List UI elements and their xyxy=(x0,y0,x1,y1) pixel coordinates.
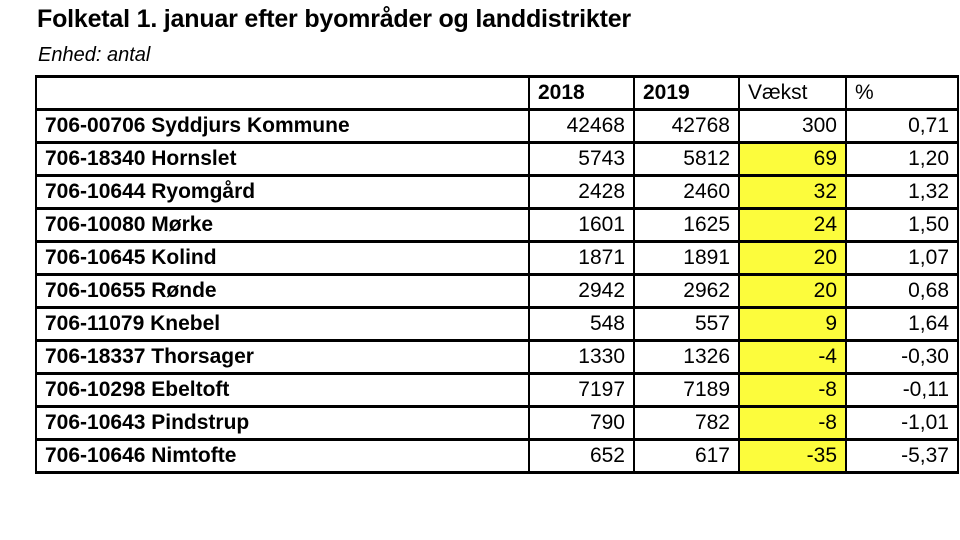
table-header-row: 2018 2019 Vækst % xyxy=(35,75,959,111)
growth-cell: 32 xyxy=(738,174,847,210)
growth-cell: -8 xyxy=(738,405,847,441)
table-row: 706-10655 Rønde 2942 2962 20 0,68 xyxy=(35,273,959,309)
value-2018-cell: 2942 xyxy=(528,273,635,309)
pct-cell: -0,30 xyxy=(845,339,959,375)
value-2019-cell: 2460 xyxy=(633,174,740,210)
table-row: 706-10080 Mørke 1601 1625 24 1,50 xyxy=(35,207,959,243)
pct-cell: -1,01 xyxy=(845,405,959,441)
area-cell: 706-10080 Mørke xyxy=(35,207,530,243)
growth-cell: 69 xyxy=(738,141,847,177)
table-row: 706-10645 Kolind 1871 1891 20 1,07 xyxy=(35,240,959,276)
value-2019-cell: 1326 xyxy=(633,339,740,375)
value-2019-cell: 2962 xyxy=(633,273,740,309)
table-row: 706-11079 Knebel 548 557 9 1,64 xyxy=(35,306,959,342)
area-cell: 706-10645 Kolind xyxy=(35,240,530,276)
col-header-growth: Vækst xyxy=(738,75,847,111)
value-2019-cell: 5812 xyxy=(633,141,740,177)
value-2019-cell: 782 xyxy=(633,405,740,441)
value-2018-cell: 2428 xyxy=(528,174,635,210)
area-cell: 706-10643 Pindstrup xyxy=(35,405,530,441)
value-2018-cell: 42468 xyxy=(528,108,635,144)
value-2019-cell: 1625 xyxy=(633,207,740,243)
growth-cell: 9 xyxy=(738,306,847,342)
value-2018-cell: 1330 xyxy=(528,339,635,375)
pct-cell: -0,11 xyxy=(845,372,959,408)
value-2018-cell: 5743 xyxy=(528,141,635,177)
pct-cell: 1,07 xyxy=(845,240,959,276)
area-cell: 706-10655 Rønde xyxy=(35,273,530,309)
table-row: 706-10643 Pindstrup 790 782 -8 -1,01 xyxy=(35,405,959,441)
area-cell: 706-18337 Thorsager xyxy=(35,339,530,375)
area-cell: 706-18340 Hornslet xyxy=(35,141,530,177)
table-row: 706-10646 Nimtofte 652 617 -35 -5,37 xyxy=(35,438,959,474)
growth-cell: 300 xyxy=(738,108,847,144)
value-2018-cell: 548 xyxy=(528,306,635,342)
value-2018-cell: 790 xyxy=(528,405,635,441)
value-2019-cell: 557 xyxy=(633,306,740,342)
pct-cell: 0,68 xyxy=(845,273,959,309)
growth-cell: 20 xyxy=(738,273,847,309)
page-title: Folketal 1. januar efter byområder og la… xyxy=(37,5,631,33)
growth-cell: 20 xyxy=(738,240,847,276)
table-row: 706-00706 Syddjurs Kommune 42468 42768 3… xyxy=(35,108,959,144)
area-cell: 706-10644 Ryomgård xyxy=(35,174,530,210)
col-header-pct: % xyxy=(845,75,959,111)
pct-cell: 1,64 xyxy=(845,306,959,342)
growth-cell: -35 xyxy=(738,438,847,474)
table-row: 706-10298 Ebeltoft 7197 7189 -8 -0,11 xyxy=(35,372,959,408)
value-2019-cell: 1891 xyxy=(633,240,740,276)
value-2018-cell: 652 xyxy=(528,438,635,474)
value-2018-cell: 7197 xyxy=(528,372,635,408)
value-2018-cell: 1871 xyxy=(528,240,635,276)
growth-cell: -8 xyxy=(738,372,847,408)
growth-cell: 24 xyxy=(738,207,847,243)
table-row: 706-10644 Ryomgård 2428 2460 32 1,32 xyxy=(35,174,959,210)
col-header-2018: 2018 xyxy=(528,75,635,111)
unit-label: Enhed: antal xyxy=(38,44,151,66)
area-cell: 706-10646 Nimtofte xyxy=(35,438,530,474)
pct-cell: -5,37 xyxy=(845,438,959,474)
value-2019-cell: 42768 xyxy=(633,108,740,144)
table-row: 706-18337 Thorsager 1330 1326 -4 -0,30 xyxy=(35,339,959,375)
pct-cell: 1,20 xyxy=(845,141,959,177)
pct-cell: 1,32 xyxy=(845,174,959,210)
table-row: 706-18340 Hornslet 5743 5812 69 1,20 xyxy=(35,141,959,177)
area-cell: 706-11079 Knebel xyxy=(35,306,530,342)
pct-cell: 1,50 xyxy=(845,207,959,243)
value-2018-cell: 1601 xyxy=(528,207,635,243)
growth-cell: -4 xyxy=(738,339,847,375)
col-header-2019: 2019 xyxy=(633,75,740,111)
population-table: 2018 2019 Vækst % 706-00706 Syddjurs Kom… xyxy=(35,75,959,474)
area-cell: 706-10298 Ebeltoft xyxy=(35,372,530,408)
value-2019-cell: 617 xyxy=(633,438,740,474)
pct-cell: 0,71 xyxy=(845,108,959,144)
value-2019-cell: 7189 xyxy=(633,372,740,408)
area-cell: 706-00706 Syddjurs Kommune xyxy=(35,108,530,144)
col-header-area xyxy=(35,75,530,111)
